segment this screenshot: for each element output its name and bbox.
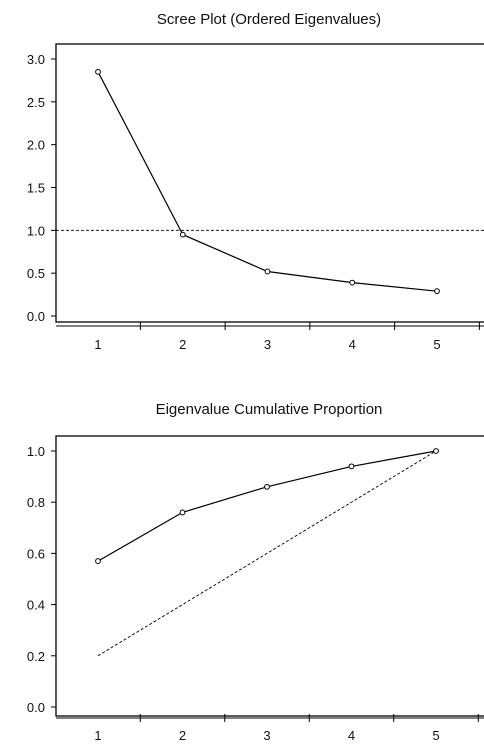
scree-plot-chart: Scree Plot (Ordered Eigenvalues) 0.0 0.5 1… (27, 11, 484, 352)
cumulative-series-1-point (348, 463, 355, 470)
scree-y-tick-label: 3.0 (27, 52, 45, 67)
scree-x-tick-label: 2 (179, 337, 186, 352)
cumulative-y-tick-label: 0.0 (27, 700, 45, 715)
scree-series-1-point (264, 268, 271, 275)
scree-series-1-line (97, 71, 438, 292)
cumulative-proportion-title: Eigenvalue Cumulative Proportion (156, 401, 383, 418)
scree-y-tick-label: 2.5 (27, 95, 45, 110)
scree-y-tick-label: 0.0 (27, 309, 45, 324)
cumulative-x-tick-label: 1 (94, 728, 101, 743)
scree-x-tick-label: 3 (264, 337, 271, 352)
cumulative-x-tick-label: 5 (432, 728, 439, 743)
scree-y-tick-label: 0.5 (27, 266, 45, 281)
cumulative-y-tick-label: 1.0 (27, 444, 45, 459)
scree-x-tick-label: 4 (349, 337, 356, 352)
cumulative-y-tick-label: 0.8 (27, 495, 45, 510)
cumulative-series-1-point (179, 509, 186, 516)
scree-series-1-point (349, 279, 356, 286)
cumulative-series-1-point (95, 558, 101, 564)
scree-series-1-point (434, 288, 440, 295)
cumulative-series-2-line (97, 450, 437, 657)
scree-series-1-point (95, 68, 101, 75)
cumulative-x-tick-label: 3 (263, 728, 270, 743)
cumulative-y-tick-label: 0.2 (27, 649, 45, 664)
scree-y-tick-label: 1.5 (27, 181, 45, 196)
scree-plot-frame (55, 43, 484, 323)
scree-y-tick-label: 1.0 (27, 223, 45, 238)
cumulative-series-1-point (264, 483, 270, 490)
cumulative-proportion-frame (55, 435, 484, 717)
cumulative-series-1-line (97, 450, 437, 562)
cumulative-y-tick-label: 0.6 (27, 546, 45, 561)
scree-plot-title: Scree Plot (Ordered Eigenvalues) (157, 11, 381, 28)
cumulative-y-tick-label: 0.4 (27, 598, 45, 613)
scree-x-tick-label: 1 (94, 337, 101, 352)
scree-series-1-point (179, 231, 186, 238)
cumulative-x-tick-label: 2 (179, 728, 186, 743)
cumulative-proportion-chart: Eigenvalue Cumulative Proportion 0.0 0.2 0… (27, 401, 484, 743)
scree-x-tick-label: 5 (433, 337, 440, 352)
cumulative-x-tick-label: 4 (348, 728, 355, 743)
scree-y-tick-label: 2.0 (27, 138, 45, 153)
